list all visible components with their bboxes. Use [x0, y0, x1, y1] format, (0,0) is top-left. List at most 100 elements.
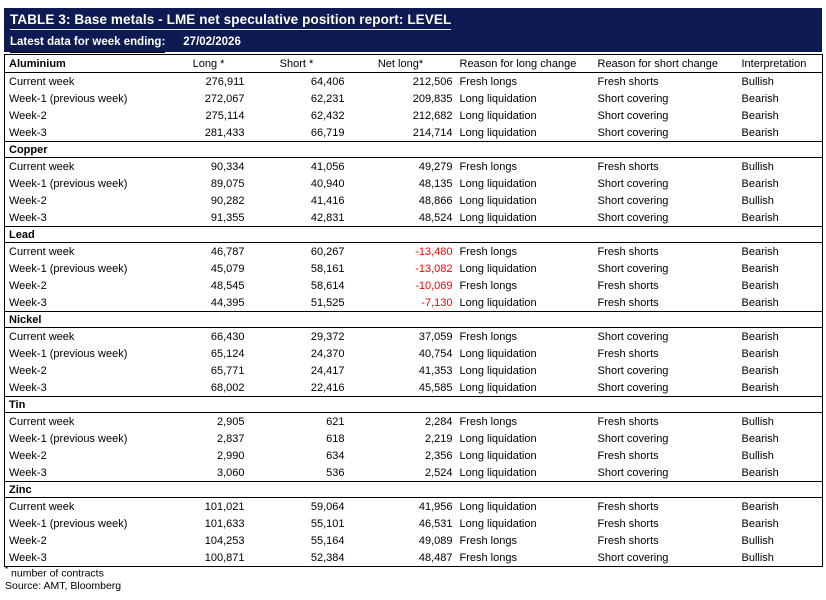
interpretation-cell: Bearish	[741, 177, 779, 190]
reason-short-cell: Short covering	[597, 330, 669, 343]
reason-long-cell: Fresh longs	[459, 245, 517, 258]
row-label: Week-3	[9, 126, 47, 139]
reason-short-cell: Short covering	[597, 177, 669, 190]
short-cell: 22,416	[310, 381, 345, 394]
reason-long-cell: Fresh longs	[459, 75, 517, 88]
table-row-tin-week-1-previous-week-: Week-1 (previous week) 2,837 618 2,219 Long …	[5, 430, 823, 447]
row-label: Week-2	[9, 279, 47, 292]
column-header-interpretation: Interpretation	[736, 54, 823, 73]
reason-long-cell: Long liquidation	[459, 177, 537, 190]
lme-position-table: Aluminium Long * Short * Net long* Reason fo…	[4, 54, 823, 567]
footnote: * number of contracts	[5, 565, 104, 580]
table-row-nickel-week-1-previous-week-: Week-1 (previous week) 65,124 24,370 40,754…	[5, 345, 823, 362]
reason-long-cell: Fresh longs	[459, 534, 517, 547]
section-label-lead: Lead	[4, 226, 823, 243]
section-label-zinc: Zinc	[4, 481, 823, 498]
reason-long-cell: Fresh longs	[459, 160, 517, 173]
short-cell: 621	[326, 415, 345, 428]
reason-short-cell: Short covering	[597, 109, 669, 122]
row-label: Week-1 (previous week)	[9, 262, 128, 275]
short-cell: 55,101	[310, 517, 345, 530]
interpretation-cell: Bearish	[741, 364, 779, 377]
reason-long-cell: Long liquidation	[459, 194, 537, 207]
interpretation-cell: Bearish	[741, 92, 779, 105]
table-row-nickel-week-3: Week-3 68,002 22,416 45,585 Long liquidation…	[5, 379, 823, 397]
interpretation-cell: Bearish	[741, 466, 779, 479]
net-long-cell: -7,130	[421, 296, 453, 309]
long-cell: 90,334	[210, 160, 245, 173]
interpretation-cell: Bearish	[741, 126, 779, 139]
row-label: Week-3	[9, 211, 47, 224]
reason-short-cell: Fresh shorts	[597, 347, 659, 360]
reason-short-cell: Fresh shorts	[597, 500, 659, 513]
reason-short-cell: Fresh shorts	[597, 534, 659, 547]
long-cell: 275,114	[205, 109, 245, 122]
short-cell: 24,370	[310, 347, 345, 360]
net-long-cell: 2,284	[424, 415, 453, 428]
row-label: Week-3	[9, 296, 47, 309]
reason-long-cell: Long liquidation	[459, 432, 537, 445]
long-cell: 104,253	[204, 534, 245, 547]
net-long-cell: 45,585	[418, 381, 453, 394]
reason-long-cell: Fresh longs	[459, 415, 517, 428]
section-header-row: Lead	[4, 226, 823, 243]
short-cell: 60,267	[310, 245, 345, 258]
row-label: Current week	[9, 160, 75, 173]
interpretation-cell: Bullish	[741, 449, 774, 462]
interpretation-cell: Bullish	[741, 534, 774, 547]
reason-short-cell: Fresh shorts	[597, 160, 659, 173]
table-row-tin-current-week: Current week 2,905 621 2,284 Fresh longs Fres…	[5, 413, 823, 431]
column-header-net-long-: Net long*	[346, 54, 455, 73]
table-row-aluminium-week-1-previous-week-: Week-1 (previous week) 272,067 62,231 209,8…	[5, 90, 823, 107]
week-ending-date: 27/02/2026	[183, 36, 241, 48]
short-cell: 58,161	[310, 262, 345, 275]
column-header-long-: Long *	[170, 54, 247, 73]
row-label: Current week	[9, 245, 75, 258]
long-cell: 281,433	[204, 126, 245, 139]
reason-short-cell: Short covering	[597, 551, 669, 564]
section-label-tin: Tin	[4, 396, 823, 413]
net-long-cell: 48,524	[418, 211, 453, 224]
column-header-reason-for-long-change: Reason for long change	[454, 54, 593, 73]
interpretation-cell: Bullish	[741, 160, 774, 173]
column-header-row: Aluminium Long * Short * Net long* Reason fo…	[4, 54, 823, 73]
interpretation-cell: Bearish	[741, 517, 779, 530]
table-row-aluminium-current-week: Current week 276,911 64,406 212,506 Fresh lo…	[5, 73, 823, 91]
reason-long-cell: Long liquidation	[459, 381, 537, 394]
reason-short-cell: Fresh shorts	[597, 75, 659, 88]
long-cell: 65,124	[210, 347, 245, 360]
interpretation-cell: Bearish	[741, 245, 779, 258]
interpretation-cell: Bullish	[741, 415, 774, 428]
net-long-cell: 2,524	[424, 466, 453, 479]
net-long-cell: 46,531	[418, 517, 453, 530]
long-cell: 2,990	[216, 449, 245, 462]
interpretation-cell: Bearish	[741, 347, 779, 360]
reason-short-cell: Fresh shorts	[597, 517, 659, 530]
column-header-reason-for-short-change: Reason for short change	[592, 54, 737, 73]
title-row: TABLE 3: Base metals - LME net speculati…	[4, 8, 822, 32]
table-row-tin-week-2: Week-2 2,990 634 2,356 Long liquidation Fresh…	[5, 447, 823, 464]
footnote-text: number of contracts	[11, 567, 104, 580]
reason-long-cell: Long liquidation	[459, 92, 537, 105]
long-cell: 68,002	[210, 381, 245, 394]
long-cell: 91,355	[210, 211, 245, 224]
table-row-nickel-week-2: Week-2 65,771 24,417 41,353 Long liquidation…	[5, 362, 823, 379]
interpretation-cell: Bearish	[741, 330, 779, 343]
reason-short-cell: Short covering	[597, 466, 669, 479]
section-label-nickel: Nickel	[4, 311, 823, 328]
reason-long-cell: Long liquidation	[459, 211, 537, 224]
row-label: Week-1 (previous week)	[9, 347, 128, 360]
reason-long-cell: Long liquidation	[459, 126, 537, 139]
reason-short-cell: Fresh shorts	[597, 245, 659, 258]
short-cell: 58,614	[310, 279, 345, 292]
short-cell: 634	[326, 449, 345, 462]
table-row-zinc-week-3: Week-3 100,871 52,384 48,487 Fresh longs Shor…	[5, 549, 823, 567]
long-cell: 3,060	[216, 466, 245, 479]
interpretation-cell: Bearish	[741, 432, 779, 445]
short-cell: 51,525	[310, 296, 345, 309]
net-long-cell: 48,487	[418, 551, 453, 564]
table-row-copper-week-1-previous-week-: Week-1 (previous week) 89,075 40,940 48,135…	[5, 175, 823, 192]
interpretation-cell: Bearish	[741, 109, 779, 122]
reason-long-cell: Long liquidation	[459, 500, 537, 513]
